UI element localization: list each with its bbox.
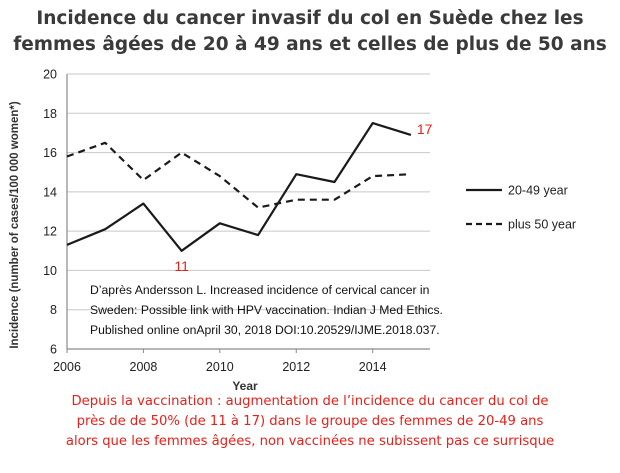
y-axis-label: Incidence (number of cases/100 000 women… bbox=[9, 101, 21, 349]
chart-title-line-2: femmes âgées de 20 à 49 ans et celles de… bbox=[13, 34, 607, 55]
conclusion-note: Depuis la vaccination : augmentation de … bbox=[0, 392, 620, 452]
legend: 20-49 year plus 50 year bbox=[466, 184, 576, 232]
conclusion-line-1: Depuis la vaccination : augmentation de … bbox=[71, 394, 549, 409]
x-axis-label: Year bbox=[232, 379, 258, 393]
y-tick-label: 10 bbox=[43, 264, 57, 278]
source-note-line-3: Published online onApril 30, 2018 DOI:10… bbox=[90, 323, 440, 337]
gridlines bbox=[67, 73, 430, 311]
y-axis-ticks: 6 8 10 12 14 16 18 20 bbox=[43, 68, 57, 357]
chart-title: Incidence du cancer invasif du col en Su… bbox=[0, 6, 620, 58]
y-tick-label: 6 bbox=[50, 343, 57, 357]
series-line-2 bbox=[66, 141, 411, 209]
data-annotations: 11 17 bbox=[174, 121, 432, 274]
annotation-label: 17 bbox=[417, 121, 433, 137]
x-axis-ticks: 2006 2008 2010 2012 2014 bbox=[53, 349, 387, 374]
source-note-line-1: D’après Andersson L. Increased incidence… bbox=[90, 283, 429, 297]
axes bbox=[66, 74, 430, 350]
y-tick-label: 16 bbox=[43, 146, 57, 160]
conclusion-line-2: près de de 50% (de 11 à 17) dans le grou… bbox=[76, 414, 544, 429]
y-tick-label: 14 bbox=[43, 185, 57, 199]
chart-title-line-1: Incidence du cancer invasif du col en Su… bbox=[36, 8, 584, 29]
y-tick-label: 12 bbox=[43, 225, 57, 239]
data-series bbox=[66, 121, 412, 252]
x-tick-label: 2006 bbox=[53, 360, 81, 374]
legend-label-2: plus 50 year bbox=[508, 218, 576, 232]
conclusion-line-3: alors que les femmes âgées, non vaccinée… bbox=[65, 434, 555, 449]
x-tick-label: 2008 bbox=[130, 360, 158, 374]
x-tick-label: 2014 bbox=[359, 360, 387, 374]
y-tick-label: 20 bbox=[43, 68, 57, 82]
source-note: D’après Andersson L. Increased incidence… bbox=[90, 283, 443, 337]
legend-label-1: 20-49 year bbox=[508, 184, 568, 198]
source-note-line-2: Sweden: Possible link with HPV vaccinati… bbox=[90, 303, 443, 317]
series-line-1 bbox=[66, 121, 412, 252]
x-tick-label: 2010 bbox=[206, 360, 234, 374]
x-tick-label: 2012 bbox=[282, 360, 310, 374]
annotation-label: 11 bbox=[174, 258, 189, 274]
y-tick-label: 18 bbox=[43, 107, 57, 121]
y-tick-label: 8 bbox=[50, 303, 57, 317]
